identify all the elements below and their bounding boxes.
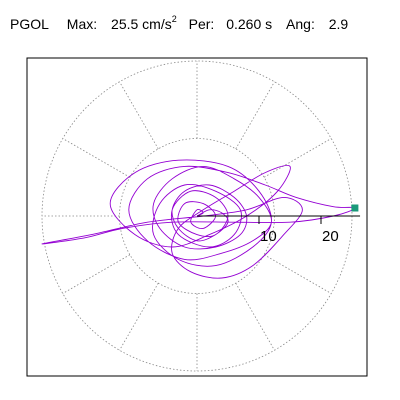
- grid-spoke-60: [235, 81, 275, 150]
- grid-spoke-120: [119, 81, 159, 150]
- max-unit-base: cm/s: [142, 16, 172, 32]
- grid-spoke-330: [263, 254, 332, 294]
- grid-spoke-150: [62, 138, 131, 178]
- trace-group: [41, 159, 356, 279]
- radial-tick-label-20: 20: [322, 228, 339, 245]
- angle-label: Ang:: [286, 16, 315, 32]
- plot-frame: [26, 57, 368, 377]
- peak-marker: [351, 204, 359, 212]
- angle-value: 2.9: [328, 16, 349, 32]
- grid-spoke-210: [62, 254, 131, 294]
- radial-axis: 10 20: [197, 215, 361, 245]
- station-code: PGOL: [10, 16, 49, 32]
- max-unit: cm/s2: [142, 14, 177, 32]
- motion-trace: [41, 159, 356, 279]
- max-label: Max:: [66, 16, 98, 32]
- grid-spoke-30: [263, 138, 332, 178]
- grid-spoke-240: [119, 282, 159, 351]
- max-value: 25.5: [111, 16, 139, 32]
- grid-spoke-300: [235, 282, 275, 351]
- max-unit-exponent: 2: [171, 14, 177, 24]
- plot-header: PGOL Max: 25.5 cm/s2 Per: 0.260 s Ang: 2…: [10, 14, 348, 32]
- period-value: 0.260 s: [226, 16, 273, 32]
- radial-tick-label-10: 10: [260, 228, 277, 245]
- period-label: Per:: [188, 16, 215, 32]
- marker-group: [351, 204, 359, 212]
